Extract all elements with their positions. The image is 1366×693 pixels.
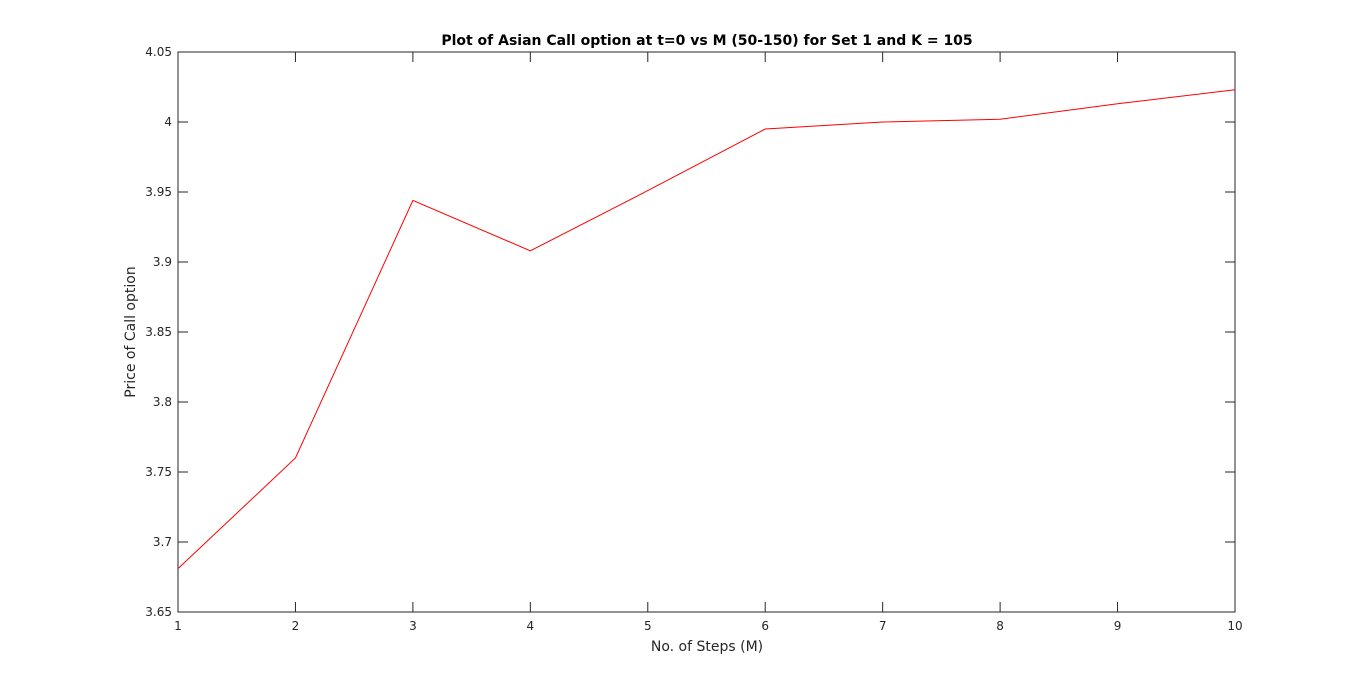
y-tick-label: 3.65: [145, 605, 172, 619]
x-tick-label: 8: [996, 619, 1004, 633]
x-tick-label: 1: [174, 619, 182, 633]
y-tick-label: 4.05: [145, 45, 172, 59]
x-tick-label: 9: [1114, 619, 1122, 633]
y-tick-label: 3.8: [153, 395, 172, 409]
x-tick-label: 6: [761, 619, 769, 633]
x-tick-label: 10: [1227, 619, 1242, 633]
y-tick-label: 3.95: [145, 185, 172, 199]
plot-area: 1 2 3 4 5 6 7 8 9 10 3.65 3.7 3.75 3.8 3.85 3.9 3.95 4 4.0…: [145, 45, 1242, 633]
y-axis-label: Price of Call option: [123, 266, 139, 397]
y-tick-label: 3.85: [145, 325, 172, 339]
axes-box: [178, 52, 1235, 612]
y-tick-label: 3.9: [153, 255, 172, 269]
x-axis-label: No. of Steps (M): [651, 639, 763, 655]
y-tick-label: 3.7: [153, 535, 172, 549]
x-tick-label: 3: [409, 619, 417, 633]
chart-title: Plot of Asian Call option at t=0 vs M (5…: [441, 33, 972, 49]
x-tick-label: 4: [527, 619, 535, 633]
x-tick-label: 2: [292, 619, 300, 633]
x-tick-label: 7: [879, 619, 887, 633]
series-line: [178, 90, 1235, 569]
y-tick-label: 4: [164, 115, 172, 129]
x-tick-label: 5: [644, 619, 652, 633]
y-tick-label: 3.75: [145, 465, 172, 479]
